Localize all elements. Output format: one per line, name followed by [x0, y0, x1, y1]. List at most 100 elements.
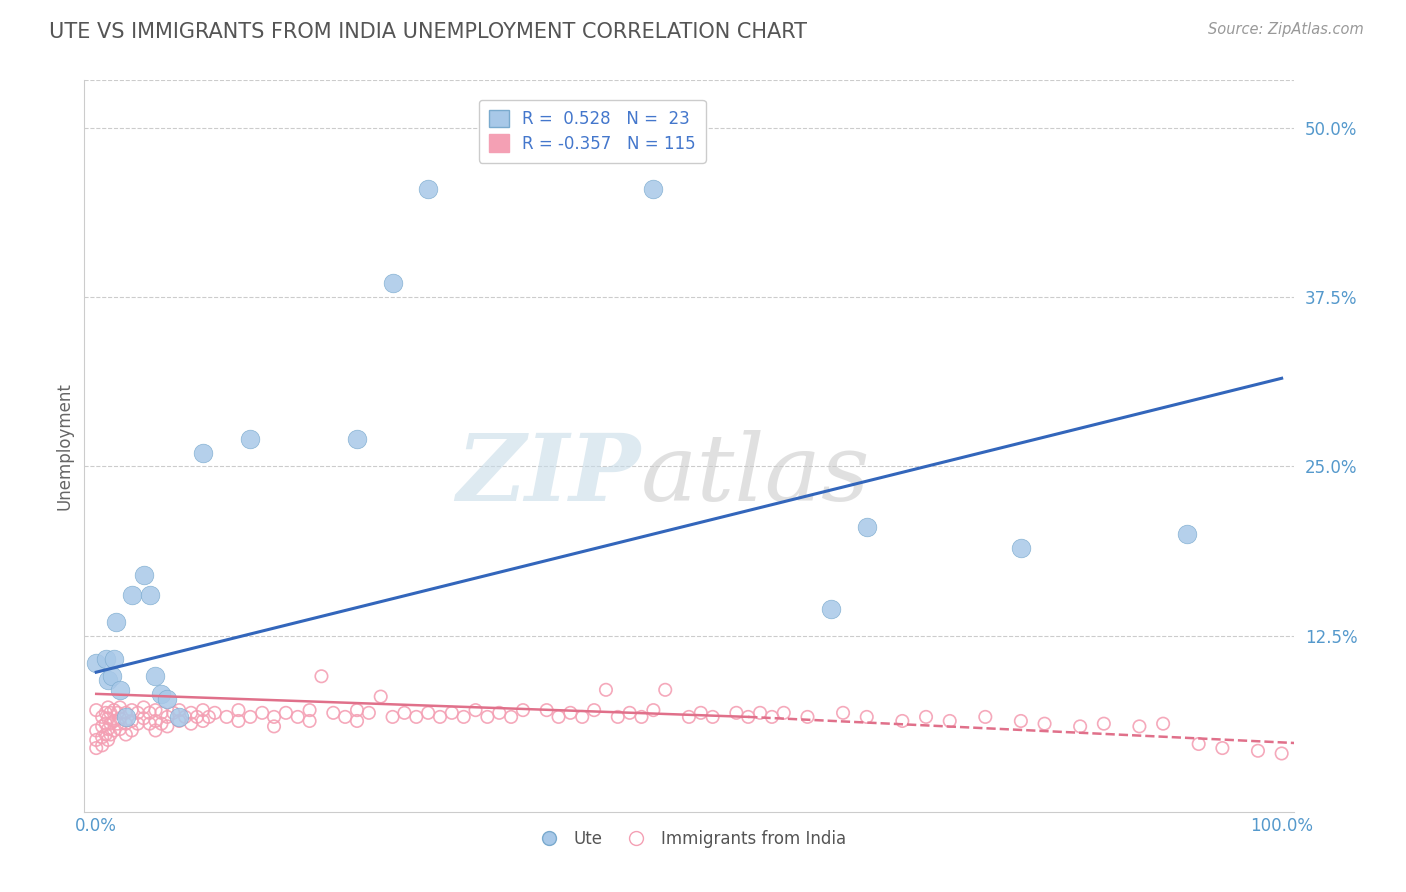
Point [108, 682, 131, 697]
Point [105, 615, 128, 629]
Point [418, 181, 440, 195]
Point [820, 601, 842, 615]
Point [167, 710, 190, 724]
Point [108, 700, 131, 714]
Point [167, 714, 190, 728]
Point [97, 733, 120, 747]
Point [606, 710, 628, 724]
Point [145, 723, 167, 738]
Point [239, 710, 262, 724]
Point [103, 723, 125, 738]
Y-axis label: Unemployment: Unemployment [55, 382, 73, 510]
Text: atlas: atlas [641, 430, 870, 520]
Point [97, 722, 120, 736]
Point [115, 716, 138, 731]
Point [453, 710, 475, 724]
Point [150, 687, 173, 701]
Point [100, 669, 122, 683]
Point [737, 710, 759, 724]
Point [855, 520, 877, 534]
Point [145, 669, 167, 683]
Point [100, 706, 122, 720]
Point [346, 703, 368, 717]
Point [108, 722, 131, 736]
Point [772, 706, 794, 720]
Point [91, 739, 114, 753]
Point [761, 710, 783, 724]
Point [560, 706, 582, 720]
Point [121, 703, 143, 717]
Point [263, 719, 285, 733]
Legend: Ute, Immigrants from India: Ute, Immigrants from India [526, 823, 852, 855]
Point [156, 692, 179, 706]
Point [1010, 714, 1032, 728]
Point [100, 716, 122, 731]
Point [346, 714, 368, 728]
Point [84, 741, 107, 756]
Point [1271, 747, 1294, 761]
Text: UTE VS IMMIGRANTS FROM INDIA UNEMPLOYMENT CORRELATION CHART: UTE VS IMMIGRANTS FROM INDIA UNEMPLOYMEN… [49, 22, 807, 42]
Point [832, 706, 855, 720]
Point [97, 711, 120, 725]
Point [464, 703, 486, 717]
Point [103, 703, 125, 717]
Point [891, 714, 914, 728]
Point [138, 706, 160, 720]
Point [228, 714, 250, 728]
Point [357, 706, 380, 720]
Point [749, 706, 772, 720]
Point [547, 710, 569, 724]
Point [1211, 741, 1233, 756]
Point [583, 703, 606, 717]
Point [1175, 527, 1198, 541]
Point [94, 727, 117, 741]
Point [536, 703, 558, 717]
Point [915, 710, 938, 724]
Point [1128, 719, 1150, 733]
Point [204, 706, 226, 720]
Point [333, 710, 356, 724]
Point [91, 719, 114, 733]
Point [115, 710, 138, 724]
Point [84, 656, 107, 670]
Point [1092, 716, 1115, 731]
Point [250, 706, 273, 720]
Point [132, 567, 155, 582]
Point [477, 710, 499, 724]
Point [145, 714, 167, 728]
Point [1033, 716, 1056, 731]
Point [274, 706, 297, 720]
Point [418, 706, 440, 720]
Point [156, 710, 179, 724]
Point [191, 714, 214, 728]
Point [855, 710, 877, 724]
Point [100, 727, 122, 741]
Point [156, 719, 179, 733]
Point [1069, 719, 1091, 733]
Point [162, 706, 184, 720]
Point [938, 714, 960, 728]
Point [94, 716, 117, 731]
Point [643, 181, 665, 195]
Point [630, 710, 652, 724]
Point [298, 714, 321, 728]
Point [512, 703, 534, 717]
Point [488, 706, 510, 720]
Point [97, 673, 120, 688]
Point [94, 706, 117, 720]
Point [725, 706, 748, 720]
Text: ZIP: ZIP [457, 430, 641, 520]
Point [191, 446, 214, 460]
Point [678, 710, 700, 724]
Point [107, 706, 129, 720]
Point [180, 716, 202, 731]
Point [191, 703, 214, 717]
Point [702, 710, 724, 724]
Point [239, 432, 262, 446]
Point [103, 651, 125, 665]
Point [405, 710, 427, 724]
Point [215, 710, 238, 724]
Point [381, 710, 404, 724]
Point [132, 711, 155, 725]
Point [121, 723, 143, 738]
